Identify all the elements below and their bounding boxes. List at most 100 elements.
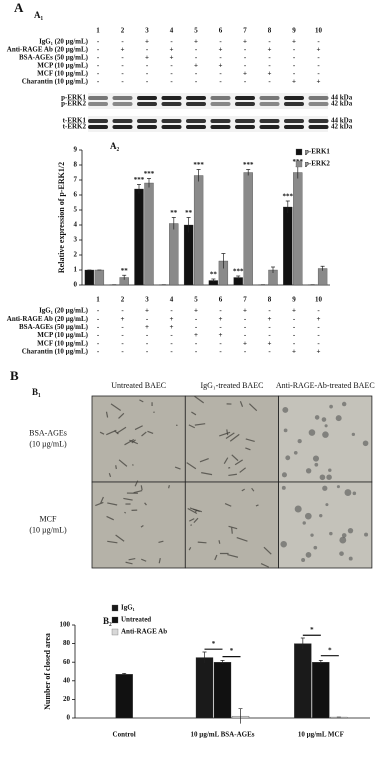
blot-membrane (88, 93, 328, 109)
condition-sign: - (317, 54, 320, 62)
bar (193, 175, 204, 286)
cell (236, 537, 248, 542)
cell (325, 503, 329, 507)
condition-sign: - (195, 323, 198, 331)
condition-sign: - (244, 323, 247, 331)
condition-sign: - (170, 62, 173, 70)
blot-band (161, 125, 182, 129)
blot-label: t-ERK1 (63, 117, 87, 125)
condition-sign: - (146, 70, 149, 78)
blot-size: 44 kDa (331, 94, 353, 102)
condition-sign: - (219, 348, 222, 356)
significance: * (212, 640, 216, 648)
bar (144, 182, 154, 286)
cell (231, 454, 239, 462)
chart-label: B₂ (103, 616, 112, 626)
error-bar (122, 274, 127, 280)
condition-label: BSA-AGEs (50 µg/mL) (19, 323, 89, 331)
condition-sign: - (97, 70, 100, 78)
legend-swatch (295, 160, 303, 168)
lane-number: 3 (145, 296, 149, 304)
bar (134, 188, 144, 286)
condition-sign: + (145, 38, 149, 46)
condition-sign: - (121, 323, 124, 331)
blot-band (137, 119, 157, 123)
condition-sign: - (268, 54, 271, 62)
cell (324, 424, 328, 428)
blot-band (161, 102, 182, 106)
cell (283, 428, 288, 433)
cell (347, 528, 354, 534)
significance: *** (144, 170, 155, 178)
condition-sign: + (219, 315, 223, 323)
lane-number: 4 (170, 296, 174, 304)
cell (95, 501, 104, 507)
blot-band (308, 96, 329, 100)
y-tick-label: 1 (74, 266, 78, 274)
cell (139, 399, 144, 403)
condition-sign: + (145, 323, 149, 331)
cell (168, 485, 170, 489)
chart-label: A₂ (110, 141, 119, 151)
blot-band (112, 125, 133, 129)
condition-sign: + (317, 46, 321, 54)
cell (329, 531, 333, 536)
cell (344, 489, 352, 496)
bar (195, 657, 214, 719)
blot-size: 44 kDa (331, 117, 353, 125)
cell (174, 466, 181, 470)
blot-band (88, 96, 108, 100)
condition-sign: - (317, 331, 320, 339)
lane-number: 7 (243, 296, 247, 304)
condition-sign: - (293, 323, 296, 331)
condition-sign: - (317, 339, 320, 347)
cell (339, 551, 344, 556)
y-tick-label: 2 (74, 251, 78, 259)
condition-sign: - (219, 38, 222, 46)
lane-number: 10 (315, 27, 323, 35)
blot-band (235, 102, 255, 106)
cell (280, 540, 287, 548)
cell (188, 424, 196, 429)
cell (128, 557, 136, 561)
legend-swatch (111, 628, 119, 636)
blot-band (308, 125, 329, 129)
cell (110, 403, 122, 411)
y-tick-label: 4 (74, 221, 78, 229)
cell (225, 432, 235, 439)
bar (294, 643, 312, 719)
condition-sign: - (97, 339, 100, 347)
condition-sign: - (170, 348, 173, 356)
cell (140, 485, 143, 491)
condition-sign: - (268, 323, 271, 331)
condition-sign: - (170, 331, 173, 339)
condition-sign: - (146, 315, 149, 323)
condition-sign: - (121, 38, 124, 46)
cell (140, 525, 144, 528)
condition-sign: - (293, 54, 296, 62)
condition-sign: - (293, 331, 296, 339)
cell (194, 423, 206, 426)
condition-sign: - (293, 46, 296, 54)
significance: ** (210, 271, 218, 279)
blot-band (210, 96, 231, 100)
cell (134, 425, 143, 431)
blot-band (284, 125, 304, 129)
significance: *** (134, 176, 145, 184)
lane-number: 3 (145, 27, 149, 35)
condition-sign: - (268, 78, 271, 86)
cell (113, 430, 119, 435)
blot-band (210, 125, 231, 129)
error-bar (202, 651, 207, 664)
cell (199, 458, 209, 463)
cell (301, 558, 306, 562)
condition-sign: + (170, 323, 174, 331)
significance: ** (185, 209, 193, 217)
condition-sign: + (243, 38, 247, 46)
micrograph (278, 481, 373, 569)
cell (107, 502, 118, 506)
condition-sign: - (219, 339, 222, 347)
condition-sign: - (219, 323, 222, 331)
lane-number: 10 (315, 296, 323, 304)
